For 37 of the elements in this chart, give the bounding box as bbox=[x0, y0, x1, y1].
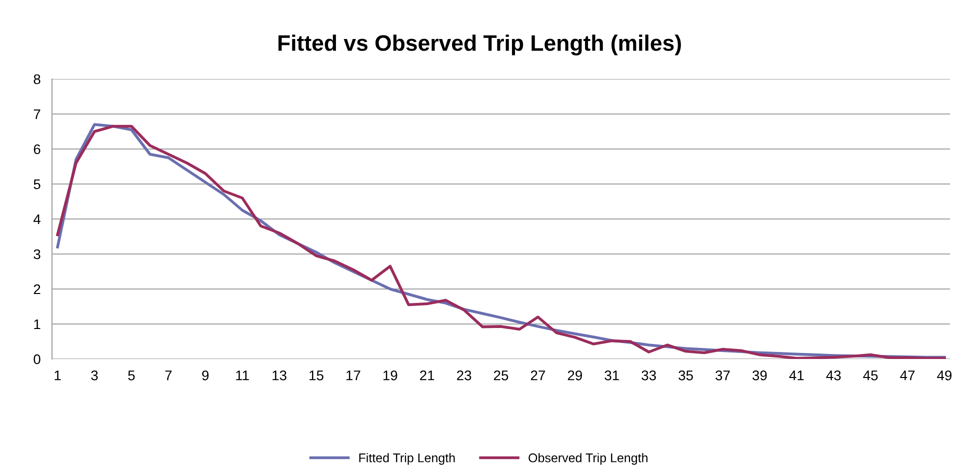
y-tick-label: 0 bbox=[34, 354, 40, 364]
y-tick-label: 3 bbox=[34, 249, 40, 260]
legend-label: Fitted Trip Length bbox=[359, 453, 455, 465]
x-tick-label: 41 bbox=[789, 370, 804, 380]
x-tick-label: 13 bbox=[272, 370, 286, 380]
x-tick-label: 49 bbox=[937, 370, 952, 380]
chart-title: Fitted vs Observed Trip Length (miles) bbox=[278, 34, 681, 56]
x-tick-label: 47 bbox=[900, 370, 915, 380]
x-tick-label: 45 bbox=[863, 370, 878, 380]
x-tick-label: 33 bbox=[642, 370, 656, 380]
y-tick-label: 8 bbox=[34, 74, 40, 84]
y-tick-label: 1 bbox=[34, 319, 40, 330]
y-tick-label: 6 bbox=[34, 144, 40, 154]
x-tick-label: 25 bbox=[494, 370, 508, 380]
x-tick-label: 15 bbox=[310, 370, 324, 380]
x-tick-label: 1 bbox=[54, 370, 61, 380]
x-tick-label: 31 bbox=[604, 370, 619, 380]
x-tick-label: 23 bbox=[457, 370, 472, 380]
x-tick-label: 29 bbox=[568, 370, 582, 380]
y-tick-label: 4 bbox=[33, 214, 40, 224]
x-tick-label: 9 bbox=[202, 370, 209, 380]
x-tick-label: 27 bbox=[530, 370, 545, 380]
x-tick-label: 35 bbox=[678, 370, 693, 380]
legend-label: Observed Trip Length bbox=[528, 453, 648, 465]
x-tick-label: 21 bbox=[420, 370, 434, 380]
x-tick-label: 7 bbox=[165, 370, 172, 380]
y-tick-label: 2 bbox=[34, 284, 40, 294]
x-tick-label: 3 bbox=[91, 370, 98, 380]
x-tick-label: 17 bbox=[346, 370, 360, 380]
x-tick-label: 19 bbox=[383, 370, 398, 380]
x-tick-label: 5 bbox=[128, 370, 135, 380]
x-tick-label: 43 bbox=[826, 370, 841, 380]
x-tick-label: 11 bbox=[236, 370, 249, 380]
x-tick-label: 39 bbox=[752, 370, 767, 380]
y-tick-label: 5 bbox=[34, 179, 40, 190]
y-tick-label: 7 bbox=[34, 109, 40, 120]
x-tick-label: 37 bbox=[716, 370, 730, 380]
